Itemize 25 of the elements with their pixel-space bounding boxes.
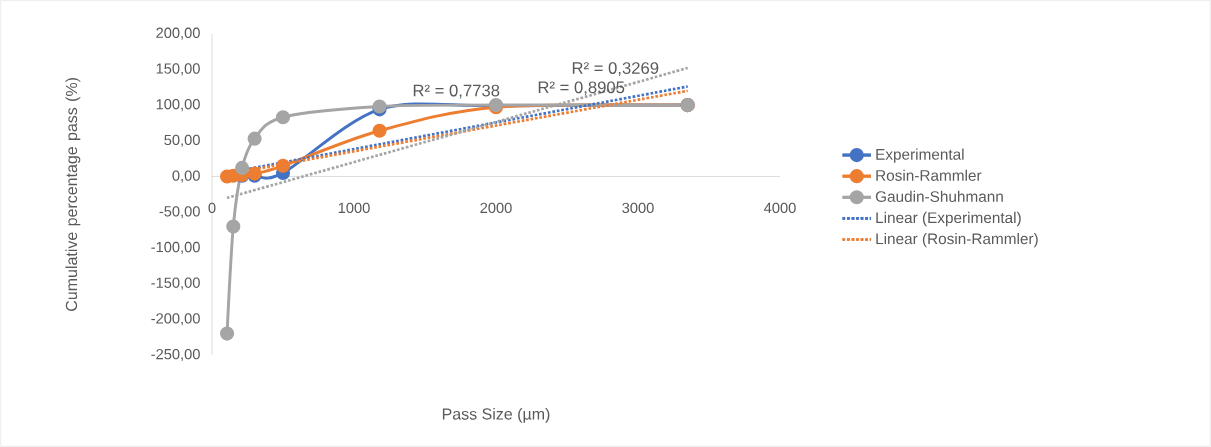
legend-label: Rosin-Rammler: [876, 169, 982, 181]
y-tick-label: 100,00: [156, 99, 200, 112]
annotation: R² = 0,8905: [538, 81, 625, 96]
x-tick-label: 1000: [338, 202, 370, 214]
x-tick-label: 4000: [764, 202, 796, 214]
x-tick-label: 2000: [480, 202, 512, 214]
y-tick-label: -250,00: [151, 348, 200, 362]
x-tick-label: 0: [208, 202, 216, 214]
annotation: R² = 0,3269: [572, 62, 659, 76]
legend-label: Linear (Experimental): [876, 211, 1021, 227]
y-tick-label: 150,00: [156, 63, 200, 76]
y-tick-label: -50,00: [159, 206, 200, 219]
y-tick-label: 50,00: [164, 134, 200, 147]
legend-label: Experimental: [876, 148, 964, 163]
x-axis-title: Pass Size (µm): [442, 407, 550, 423]
y-tick-label: -200,00: [151, 313, 200, 326]
legend-label: Linear (Rosin-Rammler): [876, 232, 1038, 248]
y-axis-title: Cumulative percentage pass (%): [65, 78, 81, 311]
annotation: R² = 0,7738: [413, 84, 500, 99]
y-tick-label: -100,00: [151, 241, 200, 254]
y-tick-label: 0,00: [172, 170, 200, 183]
x-tick-label: 3000: [622, 202, 654, 214]
legend-label: Gaudin-Shuhmann: [875, 190, 1003, 202]
y-tick-label: -150,00: [151, 277, 200, 290]
y-tick-label: 200,00: [156, 27, 200, 40]
